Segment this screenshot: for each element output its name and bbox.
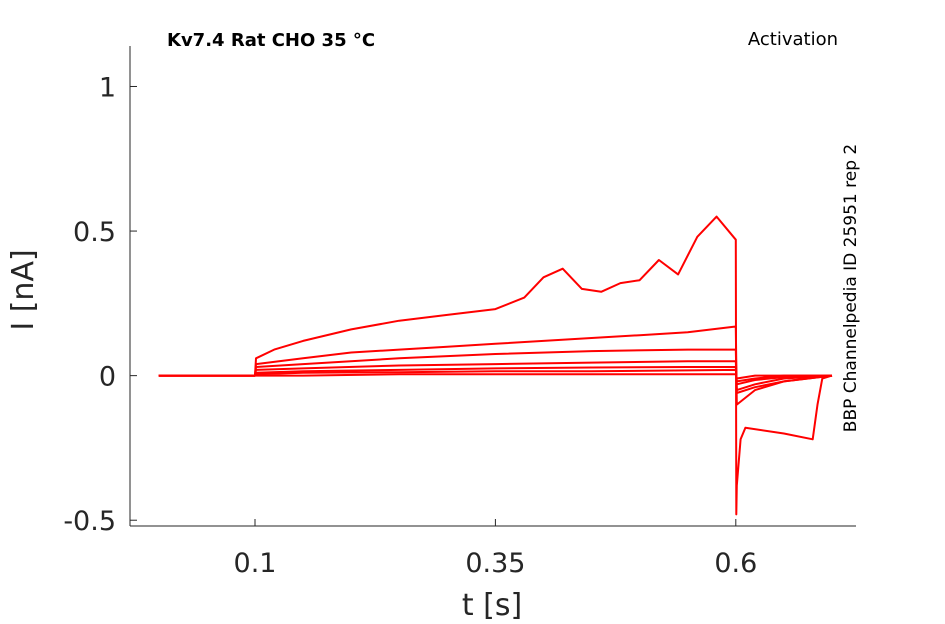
chart-title: Kv7.4 Rat CHO 35 °C xyxy=(167,30,375,51)
x-axis-label: t [s] xyxy=(462,588,522,623)
y-tick-label: 0.5 xyxy=(73,217,116,248)
y-tick-label: -0.5 xyxy=(63,506,116,537)
current-traces xyxy=(158,215,833,516)
x-tick-label: 0.35 xyxy=(465,548,525,579)
protocol-label: Activation xyxy=(748,29,838,50)
y-tick-label: 1 xyxy=(99,72,116,103)
y-axis-label: I [nA] xyxy=(6,249,41,330)
source-label: BBP Channelpedia ID 25951 rep 2 xyxy=(841,144,861,432)
x-tick-label: 0.1 xyxy=(234,548,277,579)
current-trace-7 xyxy=(158,215,833,516)
current-trace-6 xyxy=(158,325,833,406)
y-tick-label: 0 xyxy=(99,362,116,393)
x-axis-ticks: 0.1 0.35 0.6 xyxy=(234,519,757,579)
y-axis-ticks: -0.5 0 0.5 1 xyxy=(63,72,137,537)
x-tick-label: 0.6 xyxy=(714,548,757,579)
